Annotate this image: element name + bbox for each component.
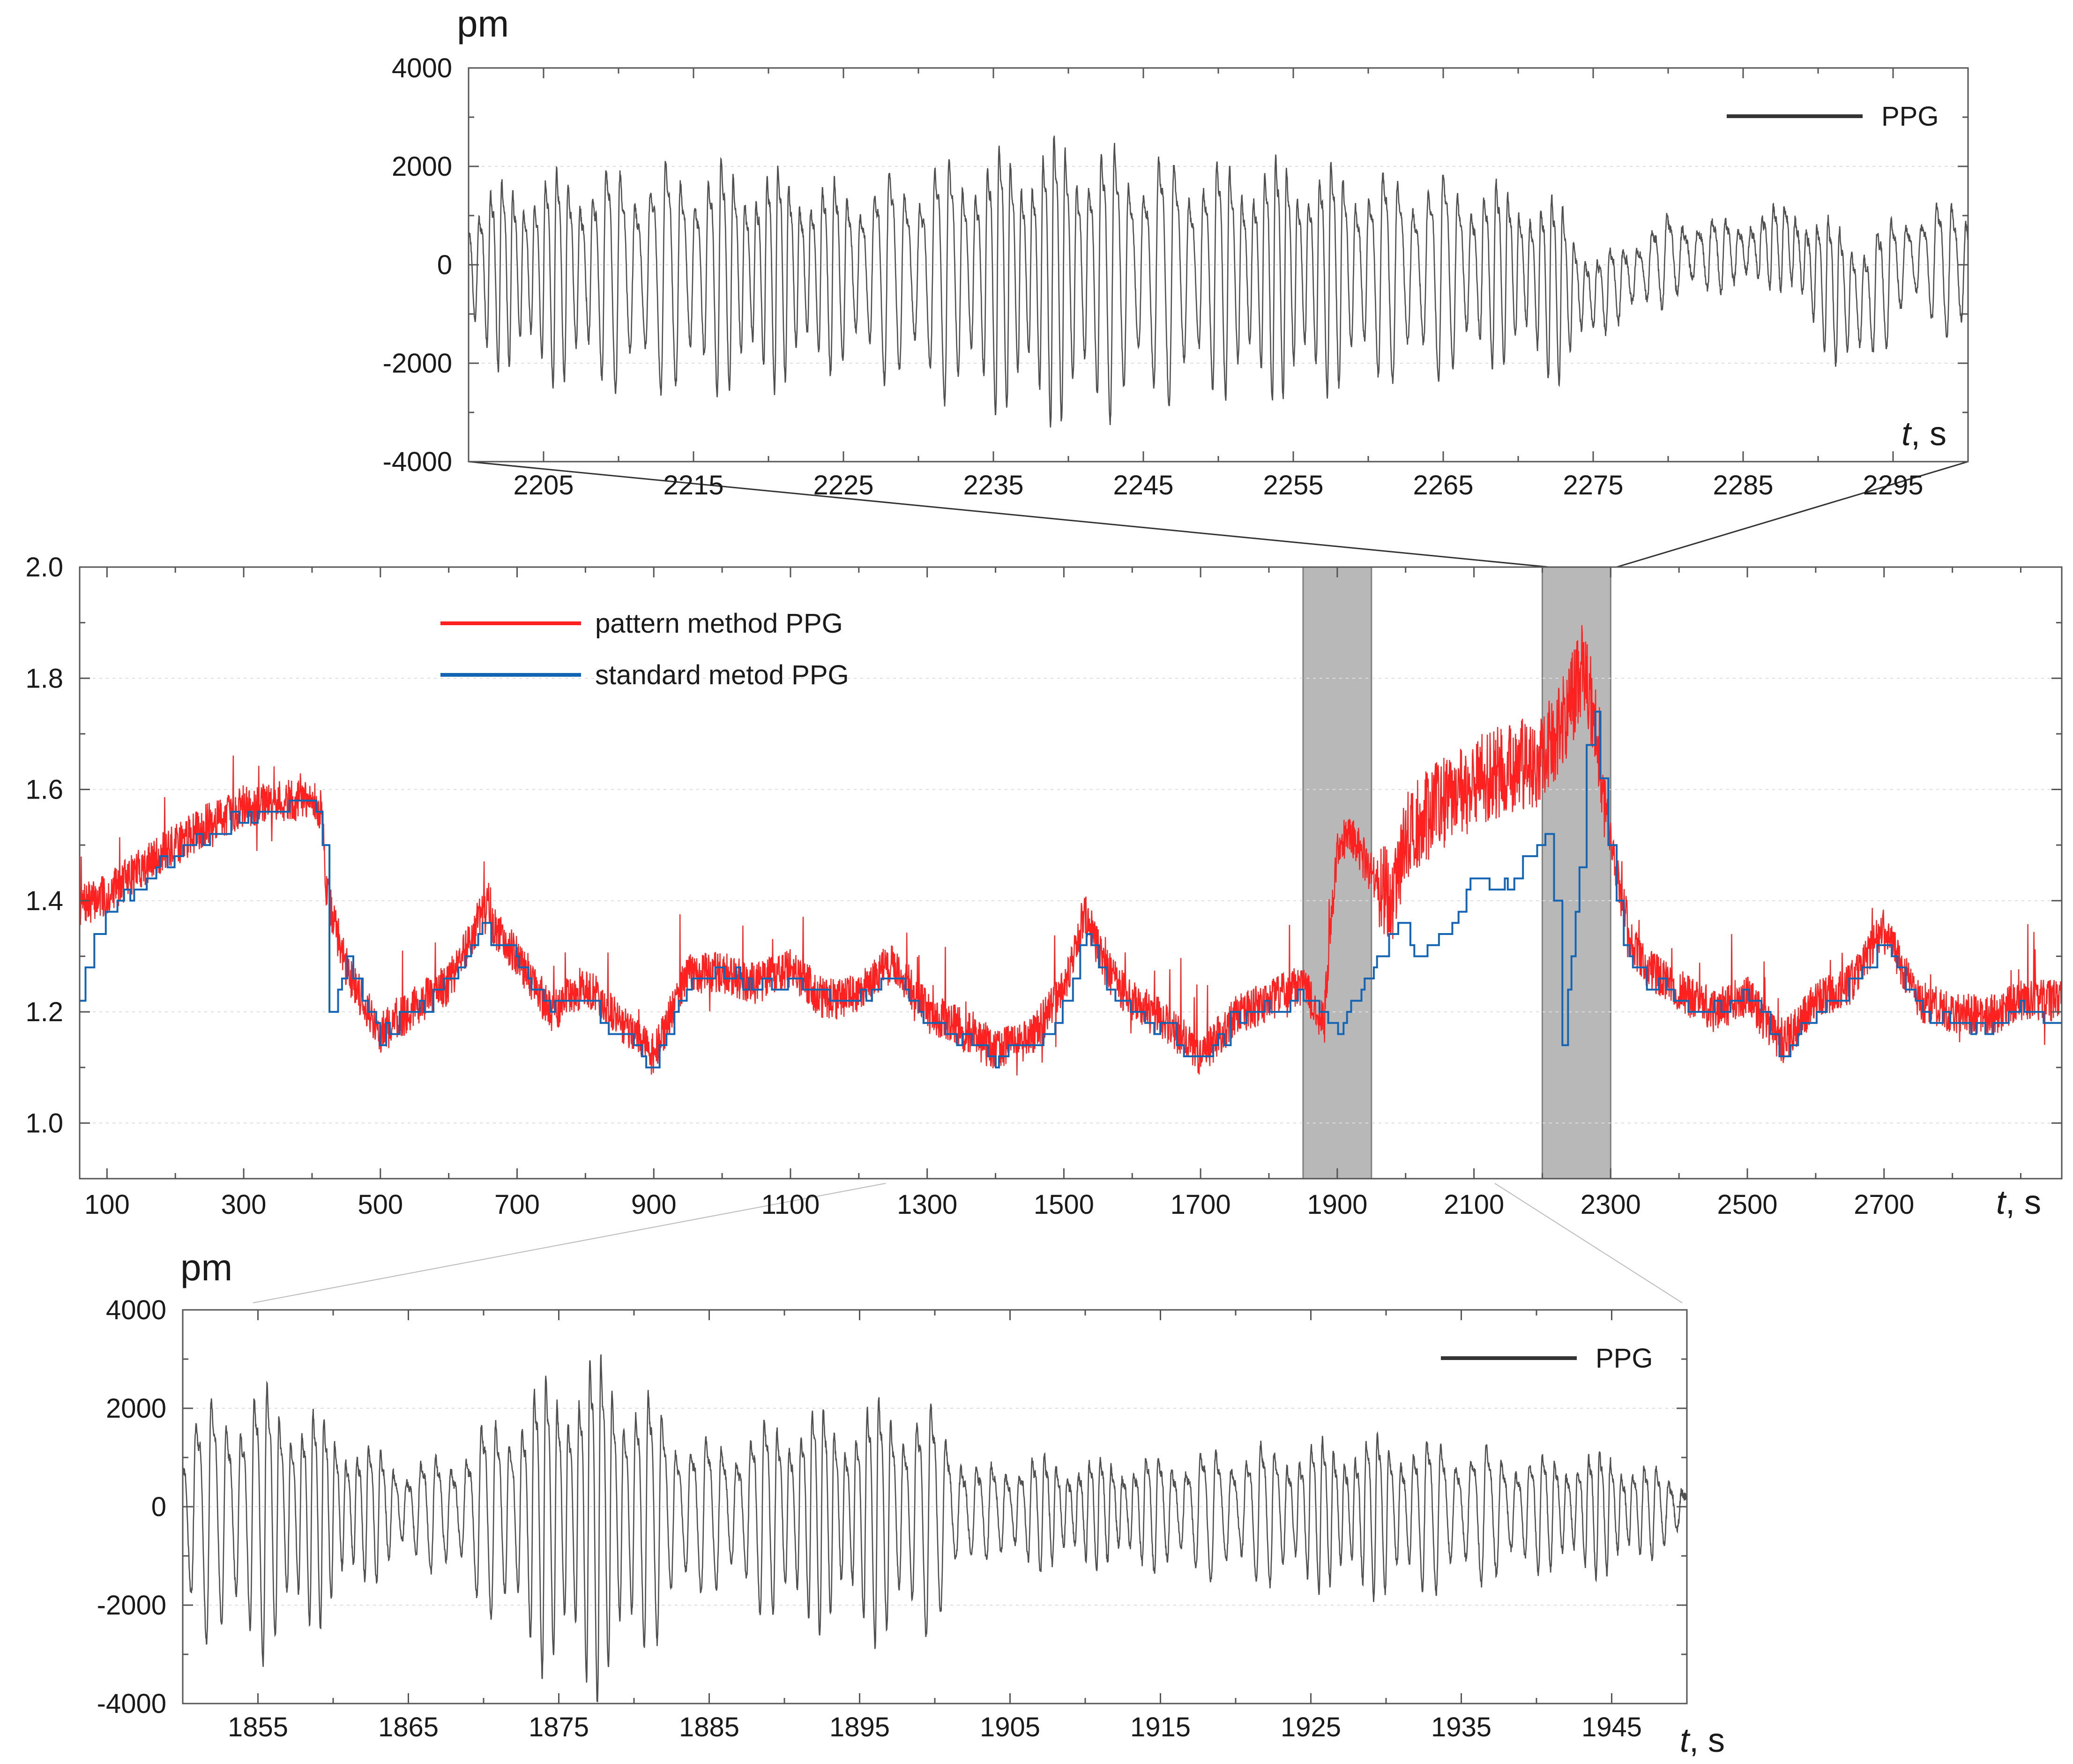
bottom-xtick-label-7: 1925 <box>1281 1712 1341 1742</box>
bottom-xtick-label-2: 1875 <box>529 1712 589 1742</box>
top-xtick-label-5: 2255 <box>1263 470 1323 501</box>
bottom-ytick-label-4: 4000 <box>106 1295 166 1325</box>
main-ytick-label-5: 2.0 <box>25 552 63 583</box>
top-legend: PPG <box>1727 101 1939 132</box>
bottom-legend-label: PPG <box>1596 1343 1653 1374</box>
bottom-xtick-label-5: 1905 <box>980 1712 1040 1742</box>
shaded-region-0 <box>1302 566 1372 1180</box>
top-xtick-label-7: 2275 <box>1563 470 1623 501</box>
main-plot-frame <box>79 566 2063 1180</box>
bottom-x-axis-label: t, s <box>1680 1722 1725 1759</box>
main-xtick-label-2: 500 <box>358 1189 403 1220</box>
top-xtick-label-6: 2265 <box>1413 470 1473 501</box>
top-xtick-label-0: 2205 <box>513 470 574 501</box>
top-ytick-label-4: 4000 <box>392 53 452 83</box>
main-chart: 1.0 1.2 1.4 1.6 1.8 2.0 100 300 500 700 900 1100 130… <box>25 552 2063 1221</box>
top-ytick-label-3: 2000 <box>392 151 452 182</box>
bottom-ytick-label-2: 0 <box>151 1492 166 1522</box>
bottom-xtick-label-0: 1855 <box>228 1712 288 1742</box>
top-xtick-label-1: 2215 <box>663 470 723 501</box>
main-xtick-label-13: 2700 <box>1854 1189 1914 1220</box>
top-ytick-label-0: -4000 <box>383 447 452 477</box>
bottom-chart: -4000 -2000 0 2000 4000 1855 1865 1875 1885 1895 1… <box>97 1247 1725 1759</box>
top-xtick-label-2: 2225 <box>813 470 873 501</box>
main-ytick-label-1: 1.2 <box>25 997 63 1027</box>
main-shaded-regions <box>1302 566 1611 1180</box>
main-xtick-label-3: 700 <box>494 1189 540 1220</box>
bottom-xtick-label-6: 1915 <box>1130 1712 1191 1742</box>
main-xtick-label-10: 2100 <box>1444 1189 1504 1220</box>
bottom-connector-right <box>1494 1183 1683 1303</box>
top-ticks: -4000 -2000 0 2000 4000 2205 2215 2225 2235 2245 2… <box>383 53 1969 501</box>
top-gridlines <box>469 166 1968 364</box>
series-pattern-method <box>80 625 2062 1076</box>
main-ticks: 1.0 1.2 1.4 1.6 1.8 2.0 100 300 500 700 900 1100 130… <box>25 552 2062 1220</box>
series-standard-method <box>80 710 2062 1069</box>
main-xtick-label-1: 300 <box>221 1189 267 1220</box>
bottom-unit-label: pm <box>180 1247 232 1288</box>
top-chart: -4000 -2000 0 2000 4000 2205 2215 2225 2235 2245 2… <box>383 3 1969 501</box>
main-xtick-label-5: 1100 <box>761 1189 820 1220</box>
top-ytick-label-2: 0 <box>437 250 452 280</box>
legend-label-pattern: pattern method PPG <box>595 608 843 639</box>
zoom-connectors <box>253 461 1969 1303</box>
main-gridlines <box>80 678 2062 1124</box>
bottom-xtick-label-1: 1865 <box>378 1712 439 1742</box>
main-xtick-label-12: 2500 <box>1717 1189 1778 1220</box>
top-connector-left <box>468 461 1549 568</box>
main-x-axis-label: t, s <box>1996 1184 2041 1221</box>
top-xtick-label-8: 2285 <box>1713 470 1773 501</box>
top-x-axis-var: t <box>1901 415 1912 453</box>
legend-label-standard: standard metod PPG <box>595 660 849 690</box>
main-legend: pattern method PPG standard metod PPG <box>440 608 849 690</box>
main-ytick-label-3: 1.6 <box>25 775 63 805</box>
main-xtick-label-9: 1900 <box>1307 1189 1367 1220</box>
top-x-axis-unit: , s <box>1911 415 1946 453</box>
top-connector-right <box>1616 461 1969 568</box>
bottom-ytick-label-3: 2000 <box>106 1393 166 1424</box>
top-xtick-label-3: 2235 <box>963 470 1023 501</box>
main-x-axis-unit: , s <box>2006 1184 2041 1221</box>
bottom-ytick-label-1: -2000 <box>97 1590 166 1621</box>
main-xtick-label-7: 1500 <box>1034 1189 1094 1220</box>
top-xtick-label-9: 2295 <box>1863 470 1923 501</box>
bottom-xtick-label-8: 1935 <box>1431 1712 1491 1742</box>
top-xtick-label-4: 2245 <box>1113 470 1173 501</box>
bottom-x-axis-unit: , s <box>1689 1722 1725 1759</box>
bottom-xtick-label-9: 1945 <box>1581 1712 1642 1742</box>
top-x-axis-label: t, s <box>1901 415 1946 453</box>
main-xtick-label-8: 1700 <box>1171 1189 1231 1220</box>
main-ytick-label-0: 1.0 <box>25 1108 63 1138</box>
bottom-ticks: -4000 -2000 0 2000 4000 1855 1865 1875 1885 1895 1… <box>97 1295 1688 1742</box>
bottom-ytick-label-0: -4000 <box>97 1689 166 1719</box>
main-x-axis-var: t <box>1996 1184 2007 1221</box>
top-ppg-trace <box>469 135 1968 428</box>
bottom-xtick-label-4: 1895 <box>829 1712 890 1742</box>
main-xtick-label-0: 100 <box>84 1189 130 1220</box>
top-plot-area <box>469 135 1968 428</box>
main-ytick-label-4: 1.8 <box>25 663 63 694</box>
bottom-legend: PPG <box>1441 1343 1653 1374</box>
top-unit-label: pm <box>457 3 509 45</box>
bottom-connector-left <box>253 1183 886 1303</box>
top-legend-label: PPG <box>1881 101 1939 132</box>
main-xtick-label-6: 1300 <box>897 1189 957 1220</box>
main-xtick-label-4: 900 <box>631 1189 677 1220</box>
bottom-x-axis-var: t <box>1680 1722 1691 1759</box>
main-xtick-label-11: 2300 <box>1581 1189 1641 1220</box>
top-ytick-label-1: -2000 <box>383 348 452 379</box>
bottom-plot-area <box>183 1354 1687 1703</box>
bottom-xtick-label-3: 1885 <box>679 1712 739 1742</box>
main-plot-area <box>80 625 2062 1076</box>
main-ytick-label-2: 1.4 <box>25 886 63 916</box>
bottom-ppg-trace <box>183 1354 1687 1703</box>
